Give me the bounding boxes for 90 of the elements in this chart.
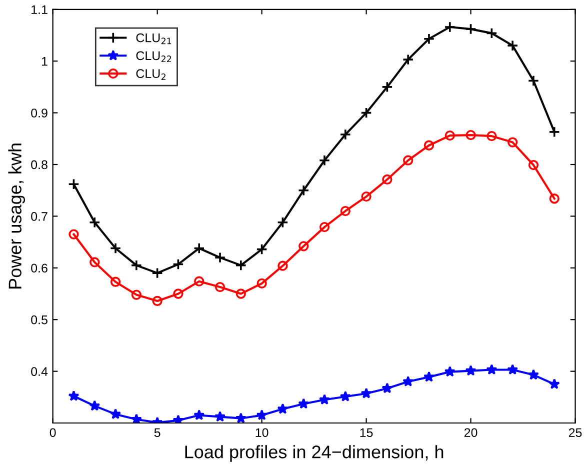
point	[90, 257, 100, 268]
point	[403, 155, 414, 166]
point	[278, 260, 288, 271]
point	[130, 414, 142, 423]
point	[152, 296, 162, 306]
point	[256, 244, 268, 256]
point	[424, 140, 434, 150]
point	[486, 27, 498, 39]
point	[194, 409, 205, 420]
y-axis-title: Power usage, kwh	[8, 144, 26, 288]
point	[548, 126, 560, 138]
point	[382, 174, 392, 185]
y-tick-label: 1	[42, 57, 48, 66]
x-tick-label: 0	[50, 428, 56, 438]
point	[214, 411, 226, 422]
point	[318, 394, 330, 405]
point	[444, 21, 456, 33]
x-tick-label: 25	[568, 428, 582, 438]
point	[68, 390, 80, 401]
point	[402, 376, 414, 386]
x-tick-label: 5	[154, 428, 160, 438]
x-tick-label: 20	[464, 428, 478, 438]
point	[276, 216, 288, 228]
point	[360, 107, 372, 119]
point	[423, 33, 435, 45]
point	[507, 364, 518, 375]
point	[235, 412, 246, 423]
y-tick-label: 0.8	[31, 160, 48, 170]
point	[172, 414, 184, 423]
point	[340, 390, 351, 402]
point	[528, 160, 539, 170]
point	[193, 242, 205, 254]
point	[298, 398, 310, 409]
point	[319, 222, 330, 232]
point	[236, 288, 246, 299]
y-tick-label: 0.6	[31, 264, 48, 273]
point	[277, 403, 288, 414]
point	[110, 276, 121, 287]
point	[507, 137, 518, 148]
point	[89, 400, 100, 411]
point	[548, 378, 560, 390]
point	[402, 54, 414, 66]
point	[68, 229, 79, 240]
y-tick-label: 1.1	[32, 5, 48, 14]
point	[423, 371, 435, 382]
point	[549, 194, 560, 204]
point	[528, 369, 539, 380]
point	[256, 278, 267, 288]
point	[130, 260, 142, 272]
legend-label: CLU$_{2}$	[136, 69, 166, 80]
point	[173, 288, 184, 299]
point	[361, 191, 372, 202]
x-axis-title: Load profiles in 24−dimension, h	[185, 445, 444, 462]
point	[444, 366, 456, 377]
point	[235, 260, 247, 272]
point	[131, 290, 142, 300]
point	[298, 184, 310, 196]
point	[172, 258, 184, 270]
point	[194, 276, 204, 286]
point	[152, 267, 164, 279]
point	[465, 23, 477, 35]
point	[444, 130, 455, 141]
point	[88, 216, 100, 228]
point	[465, 365, 476, 376]
point	[110, 408, 122, 420]
point	[298, 241, 309, 252]
point	[381, 81, 393, 93]
point	[340, 128, 352, 140]
point	[318, 154, 330, 166]
point	[466, 130, 476, 140]
point	[506, 40, 518, 52]
point	[486, 130, 497, 142]
legend-label: CLU$_{21}$	[136, 33, 172, 44]
point	[360, 388, 372, 398]
y-tick-label: 0.4	[31, 367, 48, 376]
point	[68, 178, 80, 190]
x-tick-label: 15	[360, 428, 373, 438]
point	[528, 74, 540, 87]
x-tick-label: 10	[256, 428, 268, 438]
point	[486, 364, 498, 375]
point	[214, 282, 226, 292]
point	[340, 206, 350, 216]
point	[110, 242, 122, 254]
y-tick-label: 0.5	[31, 315, 48, 324]
point	[214, 252, 226, 264]
y-tick-label: 0.9	[31, 108, 48, 118]
point	[256, 409, 268, 420]
point	[382, 382, 393, 394]
legend-label: CLU$_{22}$	[136, 51, 172, 62]
y-tick-label: 0.7	[31, 212, 48, 221]
